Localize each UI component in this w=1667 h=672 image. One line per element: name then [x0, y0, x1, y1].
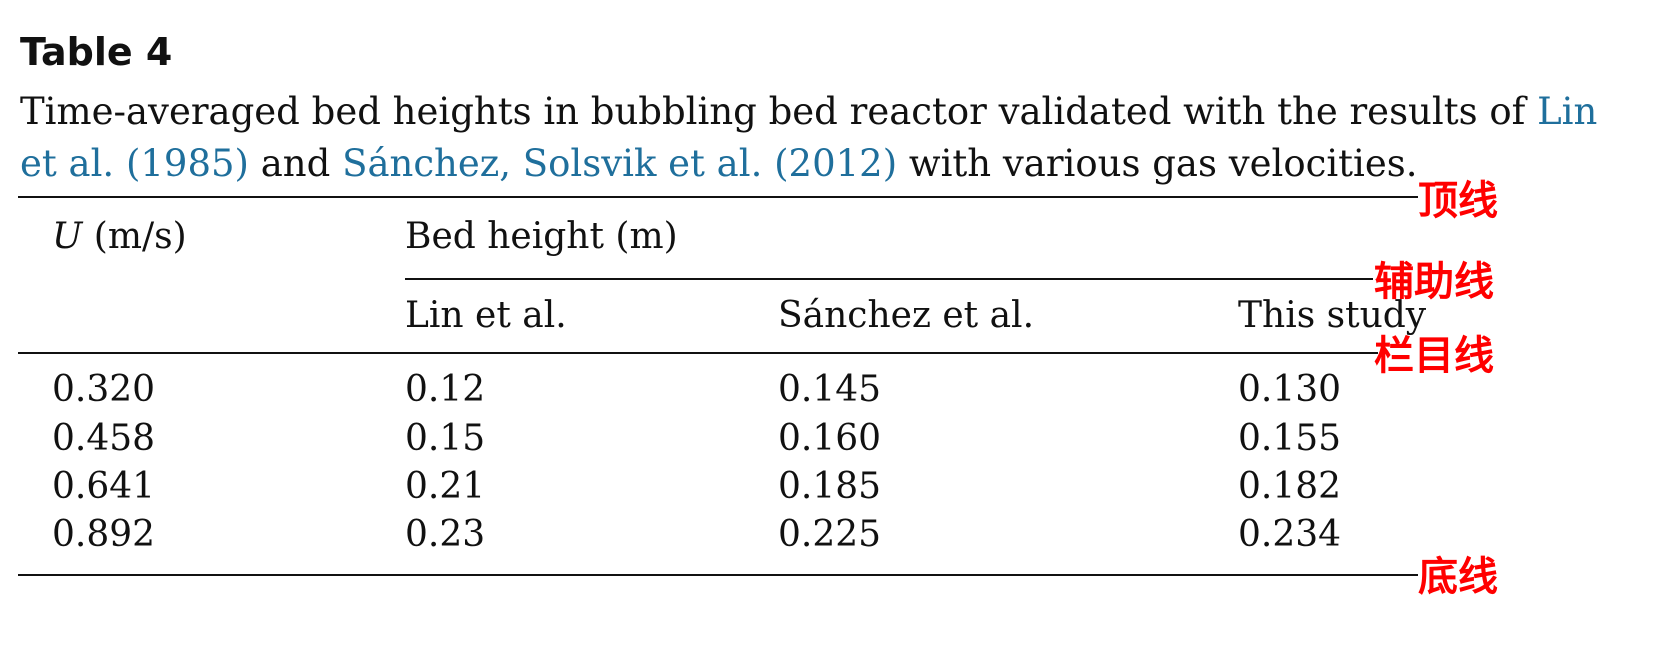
cell-lin: 0.12 — [405, 369, 486, 410]
header-bed-height: Bed height (m) — [405, 216, 678, 257]
header-sanchez: Sánchez et al. — [778, 295, 1035, 336]
cell-sanchez: 0.185 — [778, 466, 882, 507]
table-label: Table 4 — [20, 30, 173, 74]
cell-sanchez: 0.145 — [778, 369, 882, 410]
velocity-unit: (m/s) — [82, 216, 187, 257]
cell-this-study: 0.234 — [1238, 514, 1342, 555]
annotation-header-rule: 栏目线 — [1374, 333, 1494, 379]
caption-line-1: Time-averaged bed heights in bubbling be… — [20, 86, 1600, 138]
citation-link-sanchez[interactable]: Sánchez, Solsvik et al. (2012) — [342, 142, 898, 185]
citation-link-lin-cont[interactable]: et al. (1985) — [20, 142, 249, 185]
cell-lin: 0.15 — [405, 418, 486, 459]
cell-lin: 0.21 — [405, 466, 486, 507]
velocity-symbol: U — [52, 216, 83, 257]
caption-text: and — [248, 142, 343, 185]
cell-velocity: 0.458 — [52, 418, 156, 459]
caption-text: Time-averaged bed heights in bubbling be… — [20, 90, 1538, 133]
annotation-top-rule: 顶线 — [1418, 178, 1498, 224]
cell-lin: 0.23 — [405, 514, 486, 555]
top-rule — [18, 196, 1418, 198]
cell-velocity: 0.892 — [52, 514, 156, 555]
citation-link-lin[interactable]: Lin — [1537, 90, 1598, 133]
cell-sanchez: 0.225 — [778, 514, 882, 555]
cell-this-study: 0.155 — [1238, 418, 1342, 459]
header-this-study: This study — [1238, 295, 1427, 336]
annotation-bottom-rule: 底线 — [1418, 554, 1498, 600]
cell-this-study: 0.182 — [1238, 466, 1342, 507]
header-rule — [18, 352, 1378, 354]
table-caption: Time-averaged bed heights in bubbling be… — [20, 86, 1600, 190]
header-lin: Lin et al. — [405, 295, 567, 336]
bottom-rule — [18, 574, 1418, 576]
cell-velocity: 0.320 — [52, 369, 156, 410]
cell-sanchez: 0.160 — [778, 418, 882, 459]
caption-text: with various gas velocities. — [897, 142, 1418, 185]
aux-rule — [405, 278, 1373, 280]
cell-velocity: 0.641 — [52, 466, 156, 507]
cell-this-study: 0.130 — [1238, 369, 1342, 410]
caption-line-2: et al. (1985) and Sánchez, Solsvik et al… — [20, 138, 1600, 190]
header-velocity: U (m/s) — [52, 219, 187, 255]
annotation-aux-rule: 辅助线 — [1374, 259, 1494, 305]
